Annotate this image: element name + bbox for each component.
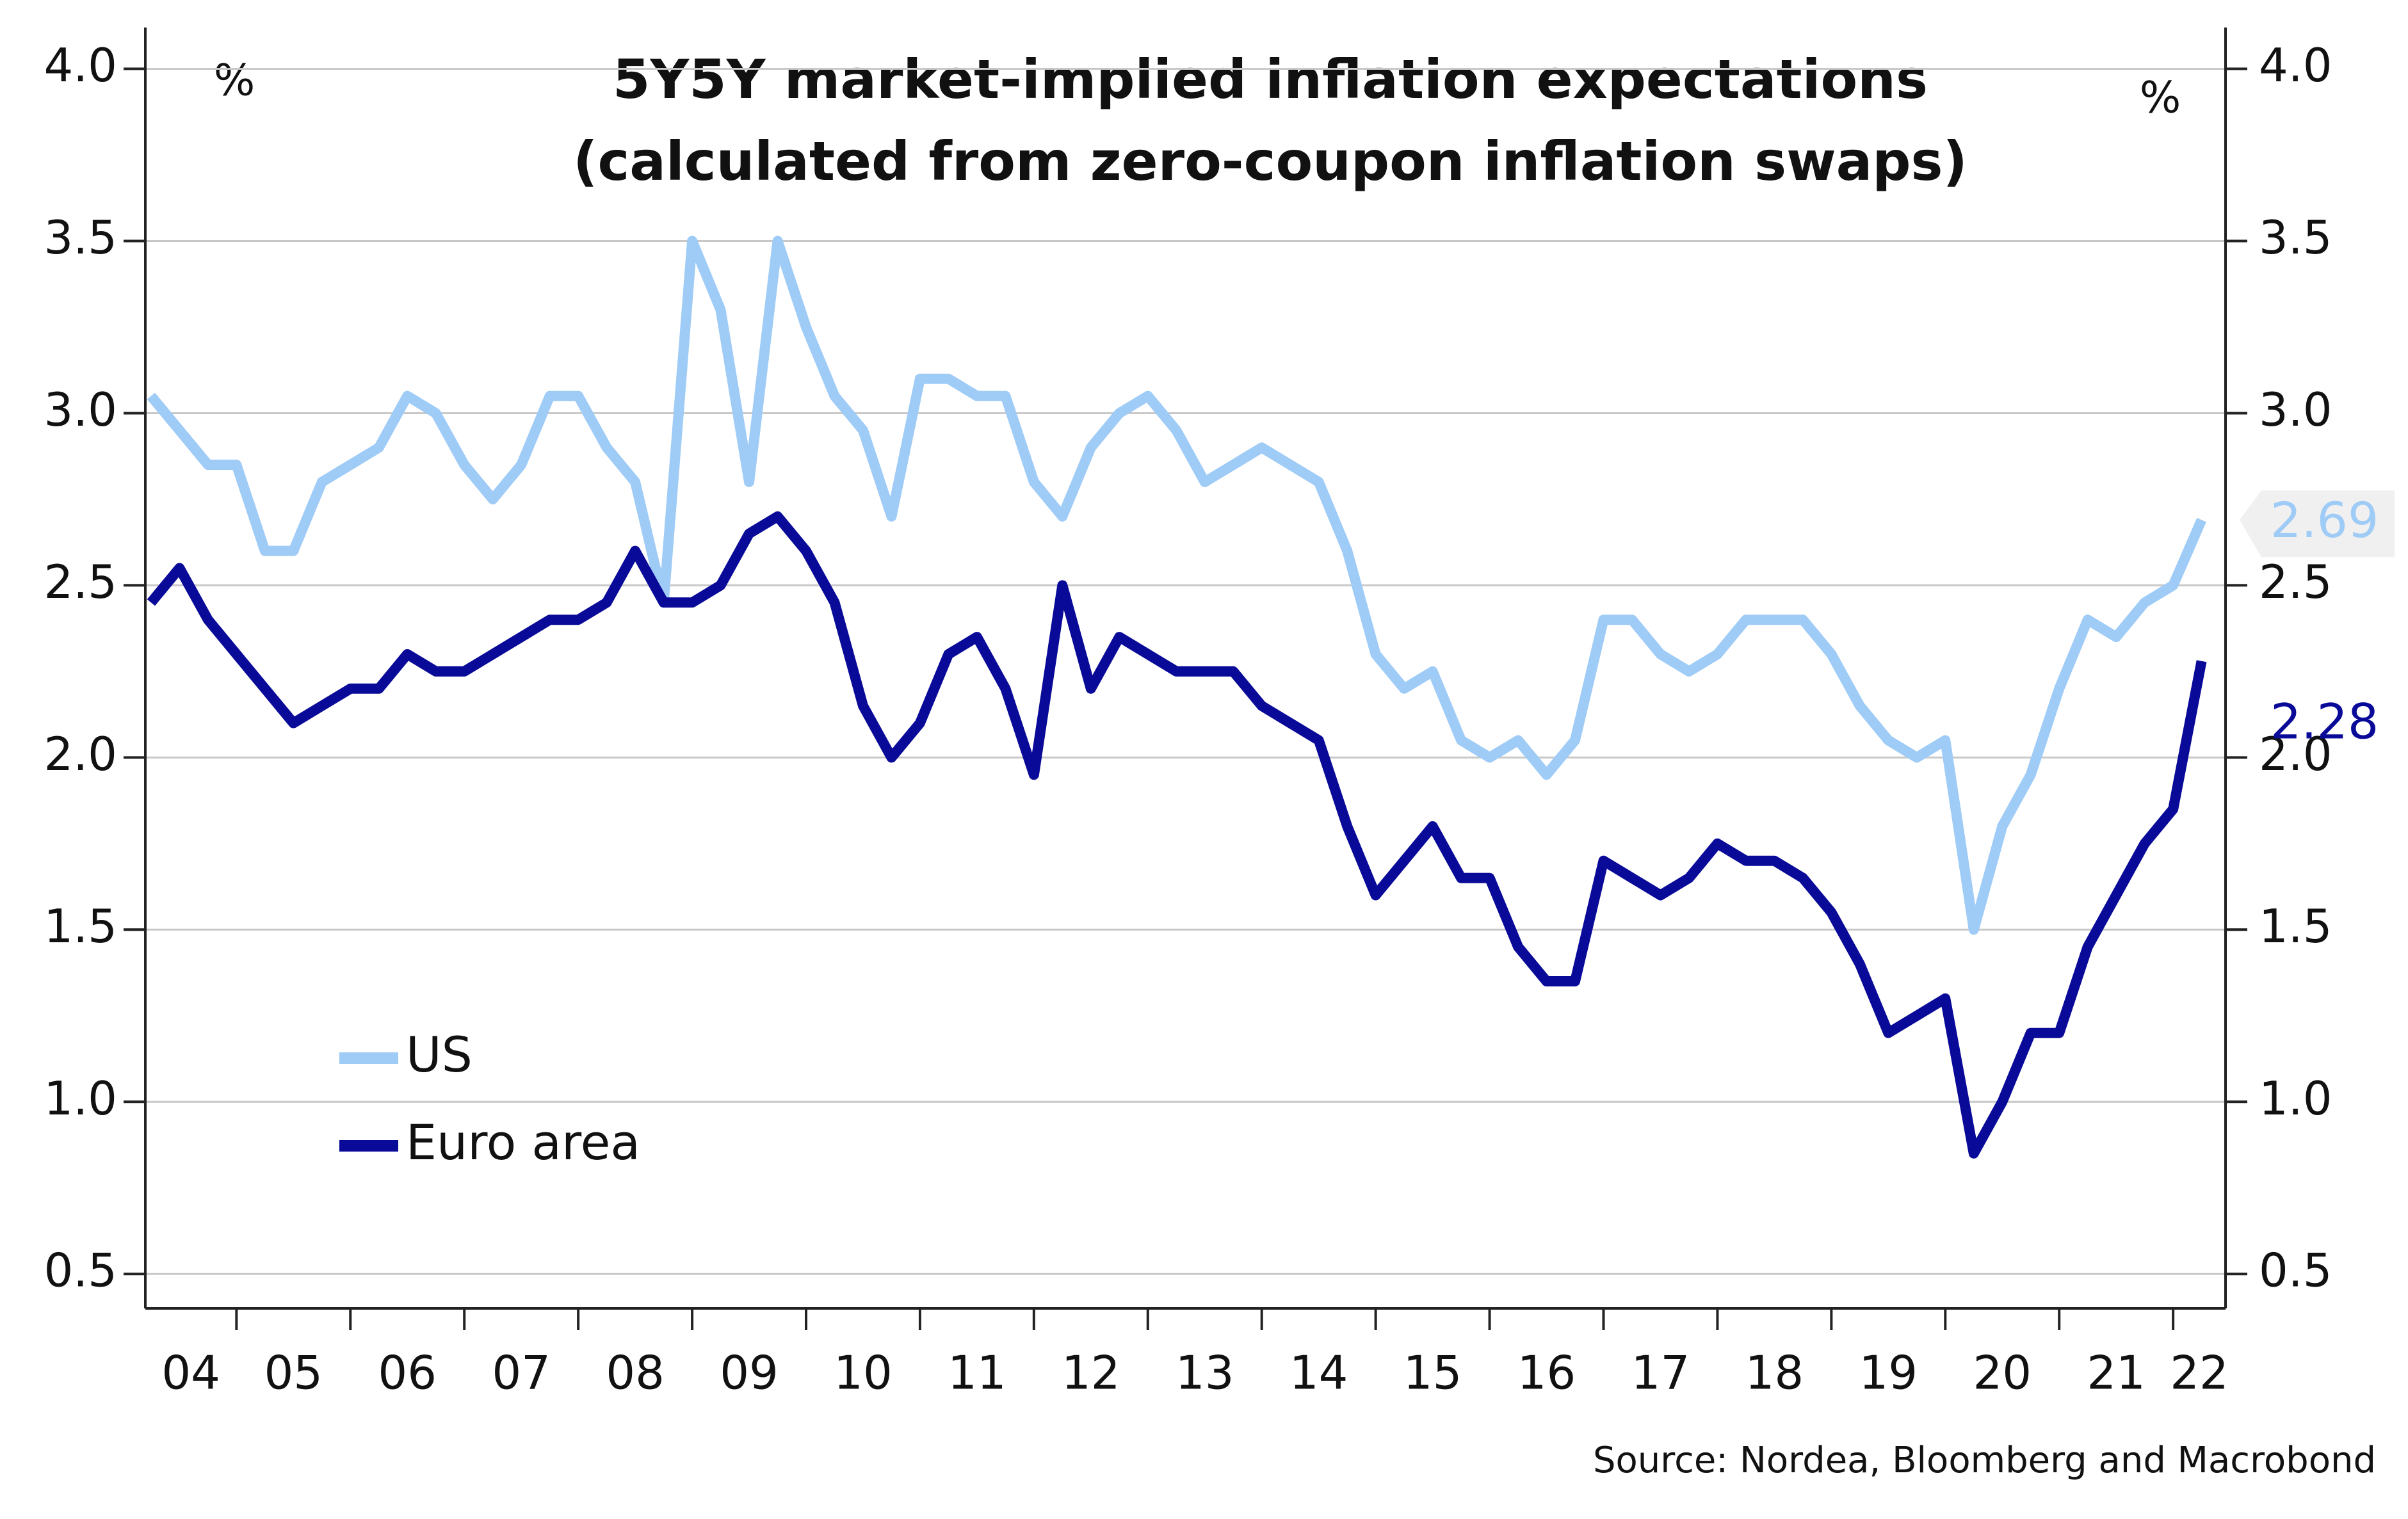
- series-line: [147, 236, 2206, 935]
- y2-tick-label: 0.5: [2259, 1244, 2332, 1298]
- y-tick-label: 2.0: [44, 727, 117, 781]
- y2-tick-label: 3.0: [2259, 383, 2332, 437]
- y2-unit: %: [2140, 73, 2181, 124]
- x-tick-label: 12: [1062, 1346, 1120, 1400]
- end-label: 2.28: [2270, 693, 2379, 750]
- x-tick-label: 04: [161, 1346, 220, 1400]
- y2-tick-label: 1.0: [2259, 1072, 2332, 1125]
- y-tick-label: 3.5: [44, 211, 117, 264]
- y2-tick-label: 1.5: [2259, 899, 2332, 953]
- y2-tick-label: 2.0: [2259, 727, 2332, 781]
- x-tick-label: 16: [1517, 1346, 1576, 1400]
- x-tick-label: 06: [378, 1346, 437, 1400]
- x-tick-label: 19: [1859, 1346, 1918, 1400]
- x-tick-label: 07: [492, 1346, 551, 1400]
- x-tick-label: 17: [1631, 1346, 1690, 1400]
- x-tick-label: 08: [606, 1346, 665, 1400]
- y-tick-label: 1.0: [44, 1072, 117, 1125]
- end-label-box: [2240, 490, 2395, 558]
- legend-label: US: [406, 1026, 473, 1083]
- x-tick-label: 09: [720, 1346, 779, 1400]
- x-tick-label: 13: [1176, 1346, 1234, 1400]
- source: Source: Nordea, Bloomberg and Macrobond: [1593, 1440, 2376, 1481]
- y2-tick-label: 4.0: [2259, 38, 2332, 92]
- end-label: 2.69: [2270, 492, 2379, 549]
- x-tick-label: 14: [1289, 1346, 1348, 1400]
- x-tick-label: 10: [834, 1346, 893, 1400]
- series-line: [147, 511, 2207, 1159]
- y-tick-label: 3.0: [44, 383, 117, 437]
- x-tick-label: 05: [264, 1346, 323, 1400]
- x-tick-label: 20: [1973, 1346, 2032, 1400]
- y-tick-label: 1.5: [44, 899, 117, 953]
- x-tick-label: 22: [2170, 1346, 2229, 1400]
- legend-label: Euro area: [406, 1114, 640, 1171]
- y-tick-label: 2.5: [44, 555, 117, 609]
- y-tick-label: 4.0: [44, 38, 117, 92]
- y-unit: %: [214, 56, 255, 106]
- x-tick-label: 21: [2087, 1346, 2145, 1400]
- x-tick-label: 18: [1745, 1346, 1804, 1400]
- chart-title: 5Y5Y market-implied inflation expectatio…: [613, 48, 1928, 111]
- y2-tick-label: 2.5: [2259, 555, 2332, 609]
- x-tick-label: 15: [1403, 1346, 1462, 1400]
- y-tick-label: 0.5: [44, 1244, 117, 1298]
- y2-tick-label: 3.5: [2259, 211, 2332, 264]
- chart-title: (calculated from zero-coupon inflation s…: [573, 130, 1968, 193]
- x-tick-label: 11: [948, 1346, 1006, 1400]
